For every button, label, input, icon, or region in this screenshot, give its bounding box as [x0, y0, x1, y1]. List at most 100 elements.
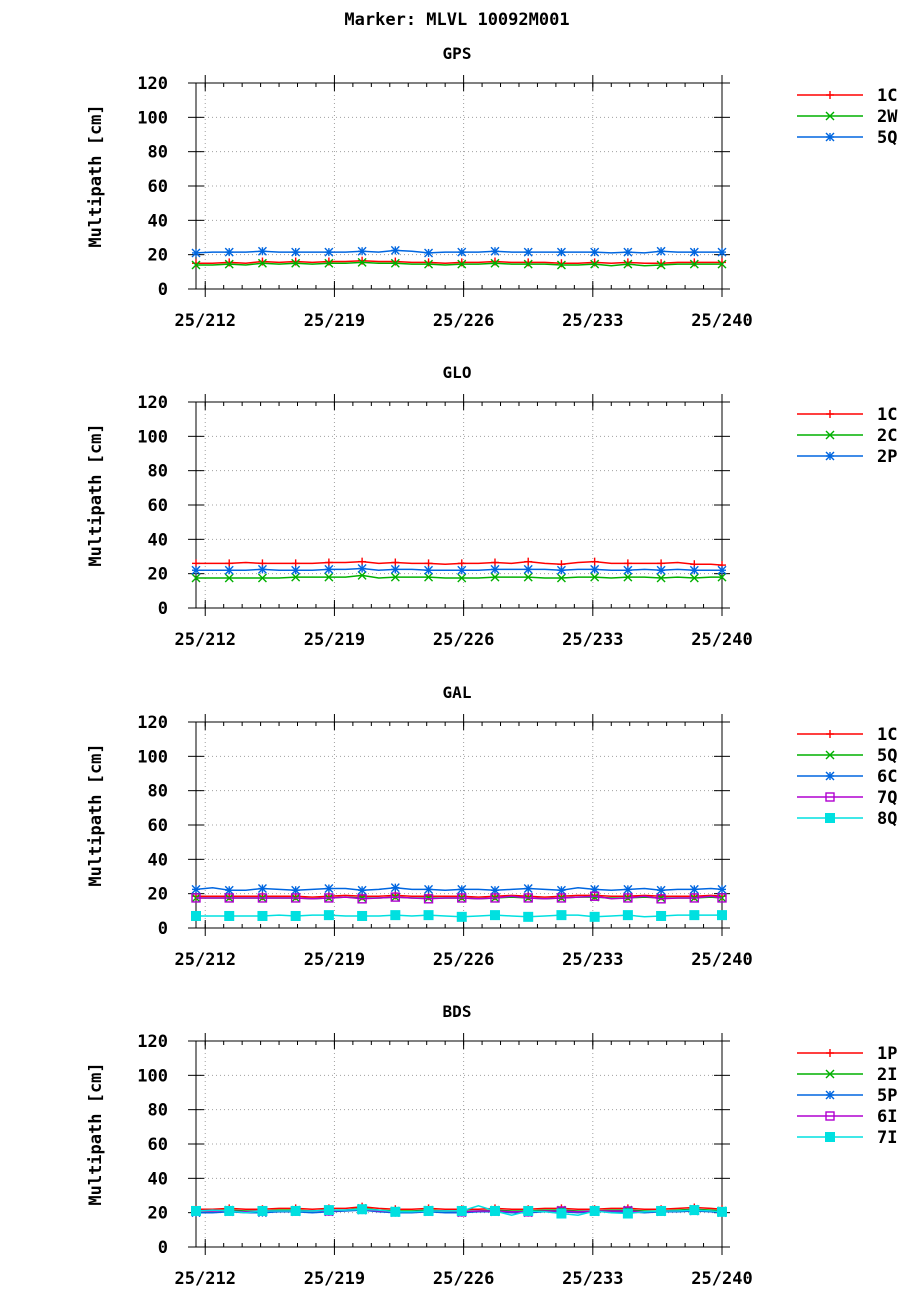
legend-marker [825, 1111, 835, 1121]
x-tick-label: 25/212 [175, 1269, 236, 1289]
data-point [456, 911, 467, 922]
legend-entry-8Q: 8Q [797, 809, 897, 829]
data-point [323, 1205, 334, 1216]
y-axis-label: Multipath [cm] [86, 104, 106, 247]
data-point [556, 260, 566, 270]
data-point [224, 573, 234, 583]
series-7I [191, 1204, 727, 1219]
data-point [257, 893, 268, 903]
data-point [656, 1205, 667, 1216]
data-point [357, 885, 367, 895]
legend-label: 5Q [877, 128, 897, 148]
legend-marker [826, 1049, 834, 1057]
data-point [192, 259, 200, 268]
legend-label: 2W [877, 107, 898, 127]
x-tick-label: 25/233 [562, 630, 623, 650]
series-2C [191, 570, 727, 583]
legend-entry-2W: 2W [797, 107, 898, 127]
data-point [689, 1205, 700, 1216]
legend-entry-1C: 1C [797, 86, 897, 106]
legend-label: 5P [877, 1086, 897, 1106]
legend-entry-1C: 1C [797, 725, 897, 745]
data-point [191, 1205, 201, 1216]
data-point [224, 565, 234, 575]
data-point [324, 247, 334, 257]
y-tick-label: 120 [137, 74, 168, 94]
chart-panel-gal: GAL 0 20 40 60 80 100 120 25/212 25/219 25/226 25/2… [86, 683, 897, 970]
data-point [291, 559, 300, 568]
y-tick-label: 80 [148, 462, 168, 482]
figure-title: Marker: MLVL 10092M001 [344, 10, 569, 30]
data-point [490, 257, 499, 266]
data-point [390, 564, 400, 574]
data-point [490, 885, 500, 895]
legend-marker [826, 91, 834, 99]
series-2P [191, 564, 727, 575]
data-point [689, 893, 700, 903]
data-point [590, 557, 599, 566]
y-tick-label: 20 [148, 885, 168, 905]
data-point [324, 884, 334, 894]
data-point [224, 259, 234, 269]
legend-label: 1C [877, 405, 897, 425]
data-point [291, 565, 301, 575]
data-point [689, 573, 699, 583]
data-point [457, 259, 467, 269]
y-tick-label: 100 [137, 747, 168, 767]
minor-ticks [204, 83, 723, 289]
data-point [489, 910, 500, 921]
legend-label: 7Q [877, 788, 897, 808]
data-point [623, 247, 633, 257]
data-point [623, 572, 633, 582]
series-2W [191, 257, 727, 270]
data-point [556, 247, 566, 257]
legend-label: 2I [877, 1065, 897, 1085]
data-point [623, 259, 633, 269]
data-point [589, 911, 600, 922]
data-point [556, 893, 567, 903]
x-tick-label: 25/219 [304, 311, 365, 331]
data-point [324, 257, 333, 266]
data-point [623, 893, 633, 903]
data-point [457, 573, 467, 583]
y-axis-label: Multipath [cm] [86, 743, 106, 886]
data-point [192, 559, 200, 568]
data-point [191, 573, 201, 583]
data-point [523, 893, 533, 903]
x-tick-label: 25/226 [433, 630, 494, 650]
data-point [523, 564, 533, 574]
data-point [225, 559, 234, 568]
x-tick-label: 25/233 [562, 950, 623, 970]
panel-title: GAL [443, 683, 472, 702]
legend-marker [825, 1090, 835, 1100]
data-point [291, 258, 301, 268]
data-point [656, 910, 667, 921]
data-point [224, 1205, 235, 1216]
x-tick-label: 25/240 [691, 950, 752, 970]
data-point [424, 248, 434, 258]
y-tick-label: 0 [158, 599, 168, 619]
y-tick-label: 0 [158, 919, 168, 939]
series-6C [191, 883, 727, 895]
data-point [357, 257, 367, 267]
legend-marker [825, 1069, 835, 1079]
data-point [717, 1206, 727, 1217]
data-point [556, 565, 566, 575]
data-point [257, 884, 267, 894]
data-point [457, 565, 467, 575]
data-point [290, 910, 301, 921]
legend-label: 1P [877, 1044, 897, 1064]
data-point [490, 564, 500, 574]
y-tick-label: 80 [148, 143, 168, 163]
data-point [257, 910, 268, 921]
data-point [191, 248, 201, 258]
legend-entry-6I: 6I [797, 1107, 897, 1127]
y-tick-label: 40 [148, 211, 168, 231]
y-tick-label: 120 [137, 713, 168, 733]
data-point [191, 565, 201, 575]
data-point [718, 258, 726, 267]
data-point [424, 258, 433, 267]
x-tick-label: 25/240 [691, 311, 752, 331]
legend-marker [825, 451, 835, 461]
legend-entry-5Q: 5Q [797, 746, 897, 766]
